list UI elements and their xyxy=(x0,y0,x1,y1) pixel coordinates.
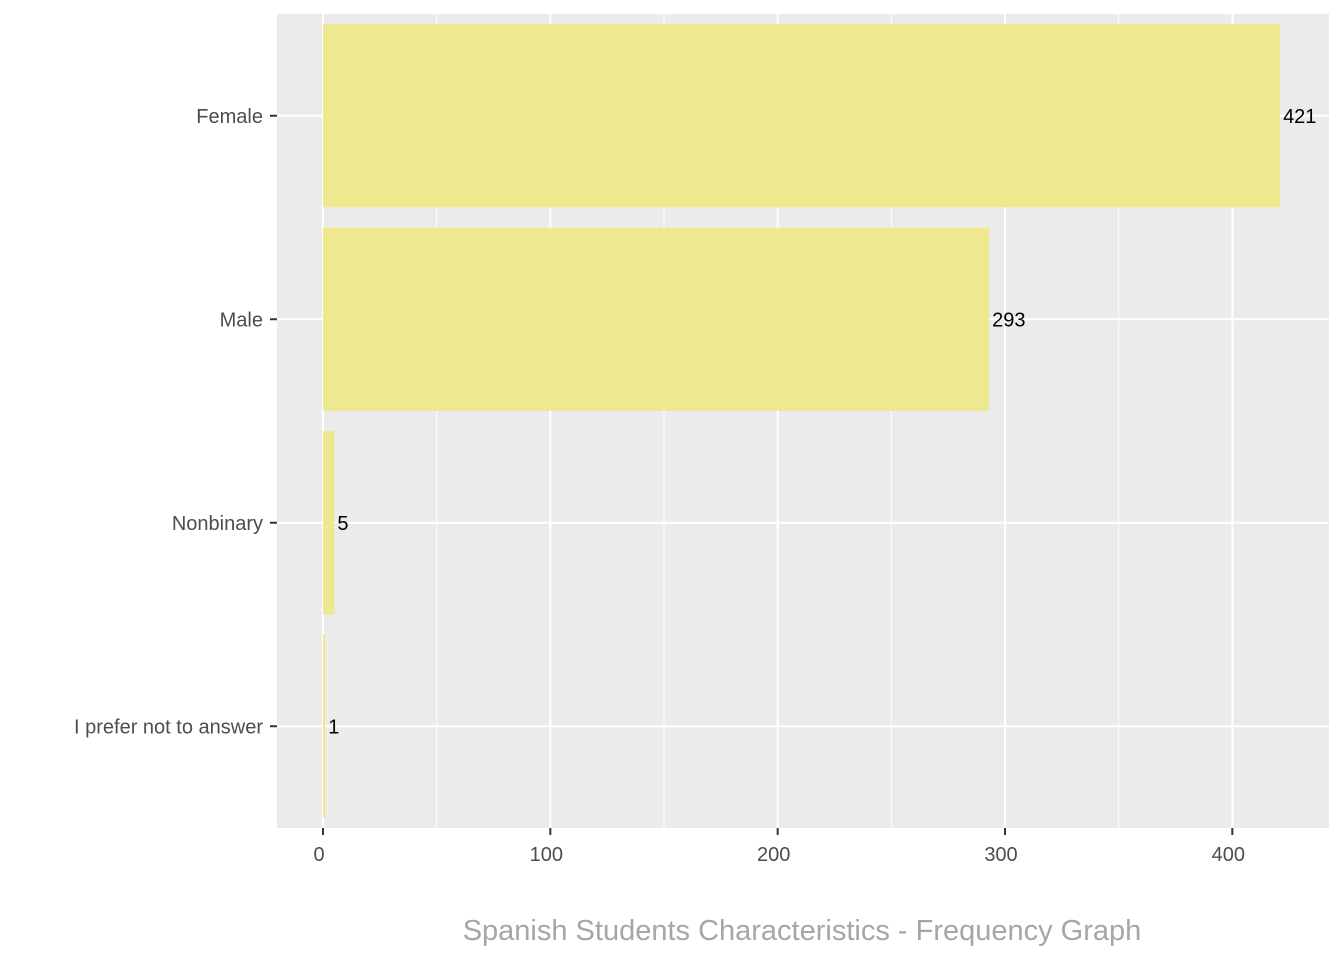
bar-value-label: 421 xyxy=(1283,106,1316,128)
bar-male xyxy=(323,227,990,411)
y-tick-label: Male xyxy=(220,309,263,331)
bar-value-label: 5 xyxy=(337,513,348,535)
y-tick-label: I prefer not to answer xyxy=(74,716,263,738)
x-tick-label: 0 xyxy=(313,844,324,866)
bar-i-prefer-not-to-answer xyxy=(323,634,326,818)
bar-female xyxy=(323,24,1281,208)
bar-value-label: 1 xyxy=(328,716,339,738)
chart-caption: Spanish Students Characteristics - Frequ… xyxy=(463,915,1142,947)
x-tick-label: 200 xyxy=(757,844,790,866)
x-tick-label: 400 xyxy=(1212,844,1245,866)
bar-nonbinary xyxy=(323,431,335,615)
y-tick-label: Nonbinary xyxy=(172,513,263,535)
y-axis: Female Male Nonbinary I prefer not to answe… xyxy=(74,106,277,738)
bars xyxy=(323,24,1281,818)
x-tick-label: 100 xyxy=(530,844,563,866)
x-axis: 0 100 200 300 400 xyxy=(313,828,1245,866)
bar-value-label: 293 xyxy=(992,309,1025,331)
x-tick-label: 300 xyxy=(984,844,1017,866)
value-labels: 421 293 5 1 xyxy=(328,106,1316,739)
y-tick-label: Female xyxy=(196,106,263,128)
